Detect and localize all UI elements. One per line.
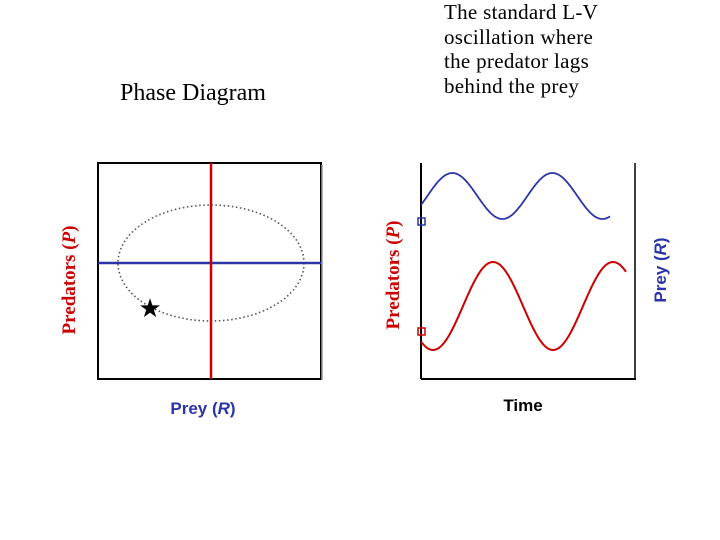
time-right-y-axis-label: Prey (R) xyxy=(651,237,670,302)
time-left-y-axis-label: Predators (P) xyxy=(383,221,404,330)
caption-line-3: the predator lags xyxy=(444,49,590,73)
prey-time-series xyxy=(420,260,627,352)
phase-plot: ★ Prey (R) Predators (P) xyxy=(59,162,323,418)
caption-line-1: The standard L-V xyxy=(444,0,599,24)
predator-start-marker xyxy=(417,217,426,226)
phase-diagram-title: Phase Diagram xyxy=(120,80,266,106)
star-marker: ★ xyxy=(138,294,161,323)
prey-start-marker xyxy=(417,327,426,336)
caption-line-2: oscillation where xyxy=(444,24,594,49)
time-x-axis-label: Time xyxy=(503,396,542,415)
time-series-plot: Time Predators (P) Prey (R) xyxy=(383,163,670,415)
predator-time-series xyxy=(420,172,611,220)
caption-line-4: behind the prey xyxy=(444,73,580,98)
phase-y-axis-label: Predators (P) xyxy=(59,226,80,335)
time-series-caption: The standard L-V oscillation where the p… xyxy=(444,0,664,98)
phase-x-axis-label: Prey (R) xyxy=(170,399,235,418)
phase-plot-frame xyxy=(97,162,322,380)
